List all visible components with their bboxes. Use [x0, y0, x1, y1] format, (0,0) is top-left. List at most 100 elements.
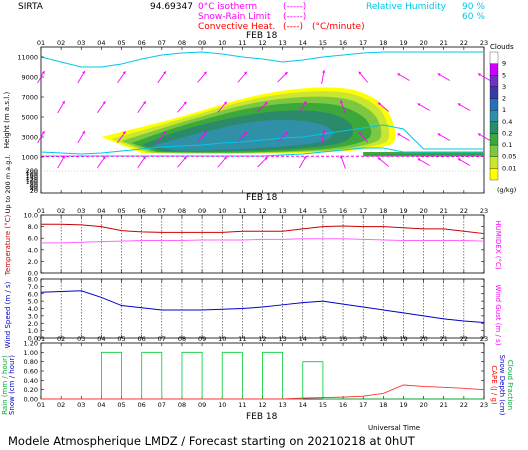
- cloudfrac-ylabel: Cloud Fraction: [506, 360, 514, 410]
- temp-top-tick-14: 14: [299, 207, 307, 215]
- temp-top-tick-03: 03: [77, 207, 85, 215]
- wind-arrow: [377, 102, 389, 112]
- colorbar-level-0.1: 0.1: [502, 141, 512, 149]
- colorbar-level-1: 1: [502, 106, 506, 114]
- wind-arrow: [237, 131, 248, 143]
- cloud-date-label: FEB 18: [246, 31, 278, 41]
- cloud-ylabel: Height (m a.s.l.): [3, 92, 11, 149]
- series-cloud-fraction: [41, 351, 484, 400]
- station-coords: 94.69347: [150, 2, 193, 12]
- rain-bottom-tick-14: 14: [299, 401, 307, 409]
- cloud-top-tick-20: 20: [419, 39, 427, 47]
- rain-top-tick-09: 09: [198, 335, 206, 343]
- temp-top-tick-23: 23: [480, 207, 488, 215]
- temp-top-tick-17: 17: [359, 207, 367, 215]
- cloud-top-tick-15: 15: [319, 39, 327, 47]
- footer-title: Modele Atmospherique LMDZ / Forecast sta…: [8, 434, 416, 448]
- wind-ytick-0.0: 0.0: [28, 335, 38, 343]
- rain-bottom-tick-20: 20: [419, 401, 427, 409]
- wind-arrow: [340, 155, 346, 169]
- rain-bottom-tick-19: 19: [399, 401, 407, 409]
- rain-top-tick-05: 05: [117, 335, 125, 343]
- rain-bottom-tick-06: 06: [138, 401, 146, 409]
- rain-ytick-1.00: 1.00: [24, 349, 38, 357]
- rain-ytick-0.60: 0.60: [24, 368, 38, 376]
- colorbar-level-2: 2: [502, 95, 506, 103]
- cloud-top-tick-11: 11: [238, 39, 246, 47]
- temp-ytick-0.0: 0.0: [28, 270, 38, 278]
- colorbar-swatch: [489, 75, 499, 88]
- rain-bottom-tick-08: 08: [178, 401, 186, 409]
- wind-arrow: [57, 100, 66, 114]
- colorbar-swatch: [489, 98, 499, 111]
- rain-bottom-tick-04: 04: [97, 401, 105, 409]
- rain-bottom-tick-02: 02: [57, 401, 65, 409]
- wind-arrow: [417, 103, 430, 111]
- rain-top-tick-13: 13: [278, 335, 286, 343]
- rain-bottom-tick-17: 17: [359, 401, 367, 409]
- cloud-top-tick-06: 06: [138, 39, 146, 47]
- wind-arrow: [358, 71, 369, 83]
- cloud-ytick-low-120: 120: [26, 176, 38, 184]
- wind-ytick-7.0: 7.0: [28, 283, 38, 291]
- wind-ytick-5.0: 5.0: [28, 298, 38, 306]
- rain-top-tick-07: 07: [158, 335, 166, 343]
- colorbar-level-3: 3: [502, 83, 506, 91]
- wind-arrow: [298, 155, 307, 169]
- colorbar-level-5: 5: [502, 71, 506, 79]
- rain-bottom-tick-21: 21: [440, 401, 448, 409]
- temp-top-tick-18: 18: [379, 207, 387, 215]
- cloud-ylabel-low: Up to 200 m a.g.l.: [4, 155, 12, 214]
- legend-snow-rain: Snow-Rain Limit: [198, 12, 271, 22]
- colorbar-swatch: [489, 51, 499, 64]
- colorbar-level-0.2: 0.2: [502, 129, 512, 137]
- temp-top-tick-02: 02: [57, 207, 65, 215]
- rain-top-tick-04: 04: [97, 335, 105, 343]
- wind-arrow: [321, 130, 326, 144]
- colorbar-swatch: [489, 63, 499, 76]
- colorbar-title: Clouds: [490, 43, 514, 51]
- temp-ylabel: Temperature (°C): [4, 215, 12, 277]
- wind-arrow: [437, 133, 451, 141]
- rain-bottom-tick-01: 01: [37, 401, 45, 409]
- legend-rh-60: 60 %: [462, 12, 485, 22]
- wind-arrow: [177, 156, 187, 168]
- temp-top-tick-13: 13: [278, 207, 286, 215]
- series-cape: [41, 384, 485, 400]
- temp-top-tick-04: 04: [97, 207, 105, 215]
- temp-top-tick-21: 21: [440, 207, 448, 215]
- cloud-top-tick-18: 18: [379, 39, 387, 47]
- wind-plot-area: [40, 278, 485, 339]
- colorbar-level-0.4: 0.4: [502, 118, 512, 126]
- rain-top-tick-14: 14: [299, 335, 307, 343]
- rain-bottom-tick-03: 03: [77, 401, 85, 409]
- colorbar-swatch: [489, 156, 499, 169]
- rain-top-tick-23: 23: [480, 335, 488, 343]
- temp-top-tick-19: 19: [399, 207, 407, 215]
- wind-arrow: [257, 156, 268, 168]
- wind-arrow: [217, 156, 228, 168]
- wind-arrow: [117, 71, 126, 83]
- wind-arrow: [457, 158, 471, 166]
- cloud-top-tick-12: 12: [258, 39, 266, 47]
- cloud-top-tick-10: 10: [218, 39, 226, 47]
- cloud-top-tick-14: 14: [299, 39, 307, 47]
- rain-top-tick-21: 21: [440, 335, 448, 343]
- temp-top-tick-12: 12: [258, 207, 266, 215]
- series-humidex: [41, 238, 485, 244]
- rain-top-tick-06: 06: [138, 335, 146, 343]
- temp-top-tick-09: 09: [198, 207, 206, 215]
- temp-top-tick-22: 22: [460, 207, 468, 215]
- colorbar-swatch: [489, 121, 499, 134]
- station-name: SIRTA: [18, 2, 44, 12]
- temp-top-tick-15: 15: [319, 207, 327, 215]
- rain-ytick-0.40: 0.40: [24, 377, 38, 385]
- wind-arrow: [117, 131, 126, 143]
- snowdepth-ylabel: Snow Depth (cm): [498, 355, 506, 416]
- cloud-ytick-7000: 7000: [21, 94, 38, 102]
- rain-bottom-tick-13: 13: [278, 401, 286, 409]
- legend-convective-style: (----): [283, 22, 303, 32]
- x-axis-label: Universal Time: [368, 424, 420, 432]
- rain-panel: 1.201.000.800.600.400.200.00010102020303…: [24, 335, 489, 409]
- wind-arrow: [237, 71, 248, 83]
